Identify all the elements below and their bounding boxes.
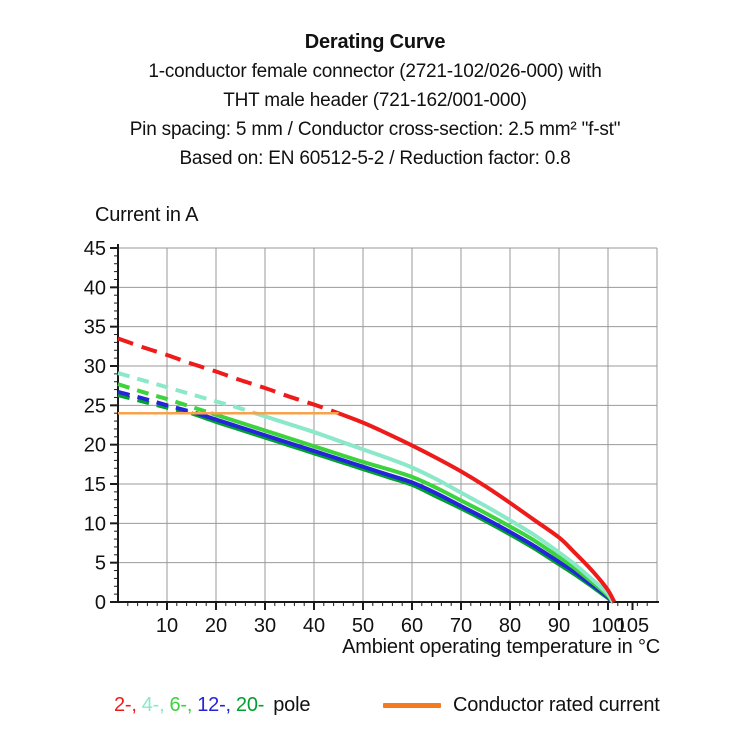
y-tick-label: 25 xyxy=(84,395,106,417)
legend-item-6pole: 6-, xyxy=(169,694,193,716)
y-tick-label: 35 xyxy=(84,317,106,339)
x-tick-label: 30 xyxy=(254,615,276,637)
y-tick-label: 0 xyxy=(95,592,106,614)
legend-item-12pole: 12-, xyxy=(197,694,231,716)
x-tick-label: 10 xyxy=(156,615,178,637)
x-tick-label: 70 xyxy=(450,615,472,637)
legend-item-4pole: 4-, xyxy=(141,694,165,716)
series-12-pole-dashed xyxy=(117,390,197,416)
x-tick-label: 80 xyxy=(499,615,521,637)
x-tick-label: 60 xyxy=(401,615,423,637)
series-12-pole-solid xyxy=(195,411,614,604)
legend-rated-current: Conductor rated current xyxy=(383,694,660,717)
tick-labels: 0 5 10 15 20 25 30 35 40 45 10 20 30 40 50 60 70 80 90 1001… xyxy=(84,238,649,637)
series-2-pole-dashed xyxy=(117,336,340,416)
legend-pole-suffix: pole xyxy=(273,694,311,716)
subtitle-line-3: Pin spacing: 5 mm / Conductor cross-sect… xyxy=(129,119,621,140)
rated-current-label: Conductor rated current xyxy=(453,694,660,716)
series-4-pole-solid xyxy=(254,411,615,604)
series-6-pole-dashed xyxy=(117,382,212,416)
y-axis-title: Current in A xyxy=(95,204,199,226)
x-axis-title: Ambient operating temperature in °C xyxy=(342,636,660,658)
chart-title: Derating Curve xyxy=(304,31,446,53)
series-4-pole-dashed xyxy=(117,371,256,416)
y-tick-label: 45 xyxy=(84,238,106,260)
x-tick-label: 100 xyxy=(591,615,624,637)
y-tick-label: 15 xyxy=(84,474,106,496)
legend-item-2pole: 2-, xyxy=(114,694,137,716)
y-tick-label: 30 xyxy=(84,356,106,378)
legend-pole-counts: 2-, 4-, 6-, 12-, 20- pole xyxy=(114,694,310,717)
y-tick-label: 40 xyxy=(84,277,106,299)
axes xyxy=(117,244,659,603)
x-tick-label: 20 xyxy=(205,615,227,637)
x-tick-label: 90 xyxy=(548,615,570,637)
gridlines xyxy=(118,247,658,602)
subtitle-line-2: THT male header (721-162/001-000) xyxy=(223,90,527,111)
series-4-pole xyxy=(117,371,615,604)
x-tick-label: 40 xyxy=(303,615,325,637)
title-block: Derating Curve 1-conductor female connec… xyxy=(0,28,750,173)
series-12-pole xyxy=(117,390,614,604)
series-6-pole-solid xyxy=(210,411,615,604)
x-tick-label: 105 xyxy=(616,615,649,637)
series-2-pole-solid xyxy=(337,411,617,603)
series-20-pole xyxy=(117,393,615,604)
y-tick-label: 20 xyxy=(84,435,106,457)
legend-item-20pole: 20- xyxy=(235,694,265,716)
y-tick-label: 5 xyxy=(95,553,106,575)
series-2-pole xyxy=(117,336,617,603)
series-6-pole xyxy=(117,382,615,604)
rated-current-line-swatch xyxy=(383,703,441,708)
x-tick-label: 50 xyxy=(352,615,374,637)
axis-ticks xyxy=(110,247,648,610)
y-tick-label: 10 xyxy=(84,513,106,535)
subtitle-line-1: 1-conductor female connector (2721-102/0… xyxy=(148,61,602,82)
subtitle-line-4: Based on: EN 60512-5-2 / Reduction facto… xyxy=(179,148,571,169)
